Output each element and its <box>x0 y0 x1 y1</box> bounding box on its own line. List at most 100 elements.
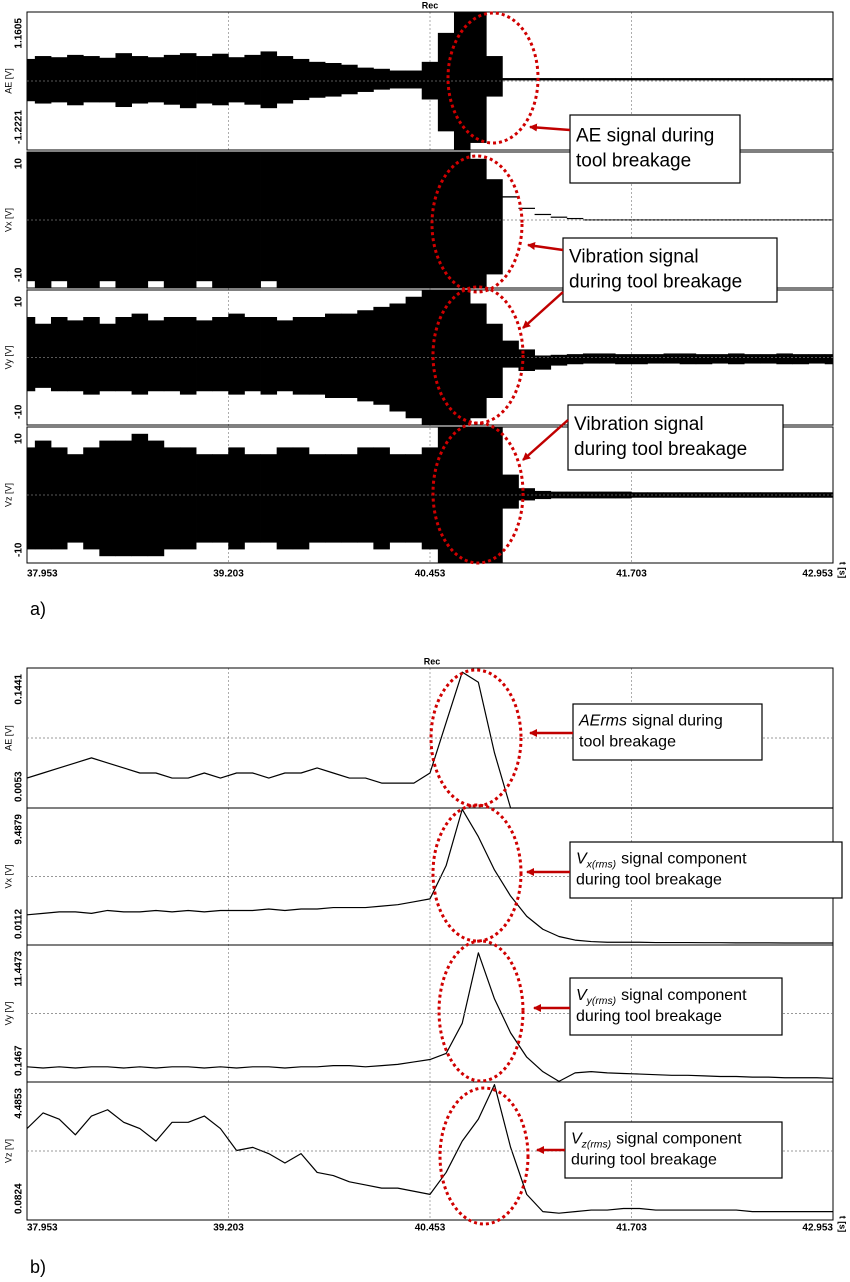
signal-envelope <box>566 354 584 365</box>
annotation-text: during tool breakage <box>576 872 722 889</box>
signal-envelope <box>760 78 777 81</box>
signal-envelope <box>502 78 519 81</box>
signal-envelope <box>212 454 229 543</box>
signal-envelope <box>711 354 729 364</box>
signal-envelope <box>244 54 261 105</box>
annotation-text: tool breakage <box>576 150 691 171</box>
signal-envelope <box>83 56 100 103</box>
signal-envelope <box>550 354 568 366</box>
signal-envelope <box>389 303 407 412</box>
signal-envelope <box>792 354 810 365</box>
caption: b) <box>30 1257 46 1277</box>
signal-envelope <box>695 78 713 81</box>
signal-envelope <box>212 53 229 106</box>
signal-envelope <box>260 152 278 282</box>
annotation-text: Vx(rms) signal component <box>576 851 747 870</box>
signal-envelope <box>83 317 100 395</box>
signal-envelope <box>486 427 503 563</box>
signal-envelope <box>196 152 213 282</box>
signal-envelope <box>163 447 181 550</box>
signal-envelope <box>163 317 181 392</box>
signal-envelope <box>147 152 165 282</box>
y-tick-label: 4.4853 <box>14 1088 25 1119</box>
y-axis-label: Vz [V] <box>3 483 13 507</box>
signal-envelope <box>260 317 278 395</box>
x-axis-label: t [s] <box>838 562 848 579</box>
signal-envelope <box>631 354 648 365</box>
signal-envelope <box>534 213 552 216</box>
signal-envelope <box>453 427 471 563</box>
annotation-italic: V <box>571 1131 583 1148</box>
signal-envelope <box>163 54 181 105</box>
signal-envelope <box>99 152 116 282</box>
signal-envelope <box>437 427 455 563</box>
signal-envelope <box>824 354 833 365</box>
x-tick-label: 39.203 <box>213 1223 244 1234</box>
y-axis-label: AE [V] <box>3 725 13 751</box>
signal-envelope <box>131 56 149 104</box>
signal-envelope <box>421 447 439 550</box>
annotation-text: during tool breakage <box>571 1152 717 1169</box>
signal-envelope <box>27 317 36 392</box>
signal-envelope <box>582 353 600 364</box>
highlight-ellipse <box>430 154 524 294</box>
annotation-box <box>572 703 763 761</box>
signal-envelope <box>534 78 552 81</box>
signal-envelope <box>711 78 729 81</box>
x-tick-label: 40.453 <box>415 1223 446 1234</box>
signal-envelope <box>147 57 165 103</box>
signal-envelope <box>808 78 826 81</box>
signal-envelope <box>67 454 84 543</box>
highlight-ellipse <box>437 939 525 1083</box>
signal-envelope <box>99 440 116 557</box>
annotation-subscript: y(rms) <box>586 996 616 1007</box>
signal-envelope <box>421 290 439 425</box>
signal-envelope <box>115 53 132 108</box>
signal-envelope <box>631 78 648 81</box>
annotation-line: during tool breakage <box>576 1008 722 1025</box>
y-tick-label: 9.4879 <box>14 814 25 845</box>
signal-envelope <box>147 320 165 392</box>
highlight-ellipse <box>431 421 525 565</box>
annotation-line: during tool breakage <box>574 439 747 460</box>
annotation-line: AE signal during <box>576 126 714 147</box>
annotation-text: AE signal during <box>576 126 714 147</box>
annotation-text: AErms signal during <box>578 713 723 730</box>
signal-envelope <box>728 353 745 365</box>
signal-envelope <box>325 62 342 97</box>
signal-envelope <box>663 353 681 364</box>
y-tick-label: -10 <box>14 267 25 282</box>
signal-envelope <box>502 340 519 368</box>
signal-envelope <box>228 57 245 103</box>
signal-envelope <box>647 354 664 364</box>
signal-envelope <box>550 78 568 81</box>
signal-envelope <box>453 152 471 288</box>
annotation-line: during tool breakage <box>571 1152 717 1169</box>
signal-envelope <box>50 152 68 282</box>
signal-envelope <box>437 290 455 425</box>
signal-envelope <box>518 207 535 209</box>
y-tick-label: 0.0053 <box>14 771 25 802</box>
signal-envelope <box>679 78 697 81</box>
signal-envelope <box>776 78 793 81</box>
annotation-line: Vibration signal <box>574 414 704 435</box>
signal-envelope <box>292 447 310 550</box>
signal-envelope <box>470 158 487 288</box>
signal-line <box>27 1084 833 1214</box>
y-tick-label: -1.2221 <box>14 110 25 144</box>
y-tick-label: 0.0112 <box>14 909 25 939</box>
signal-envelope <box>679 353 697 365</box>
signal-envelope <box>470 303 487 419</box>
signal-envelope <box>534 490 552 500</box>
signal-envelope <box>566 78 584 81</box>
signal-envelope <box>760 354 777 364</box>
annotation-line: signal during <box>632 713 723 730</box>
caption: a) <box>30 599 46 619</box>
annotation-italic: AErms <box>578 713 627 730</box>
annotation-italic: V <box>576 851 588 868</box>
x-tick-label: 41.703 <box>616 1223 647 1234</box>
annotation-line: signal component <box>621 851 747 868</box>
annotation-subscript: z(rms) <box>581 1139 611 1150</box>
